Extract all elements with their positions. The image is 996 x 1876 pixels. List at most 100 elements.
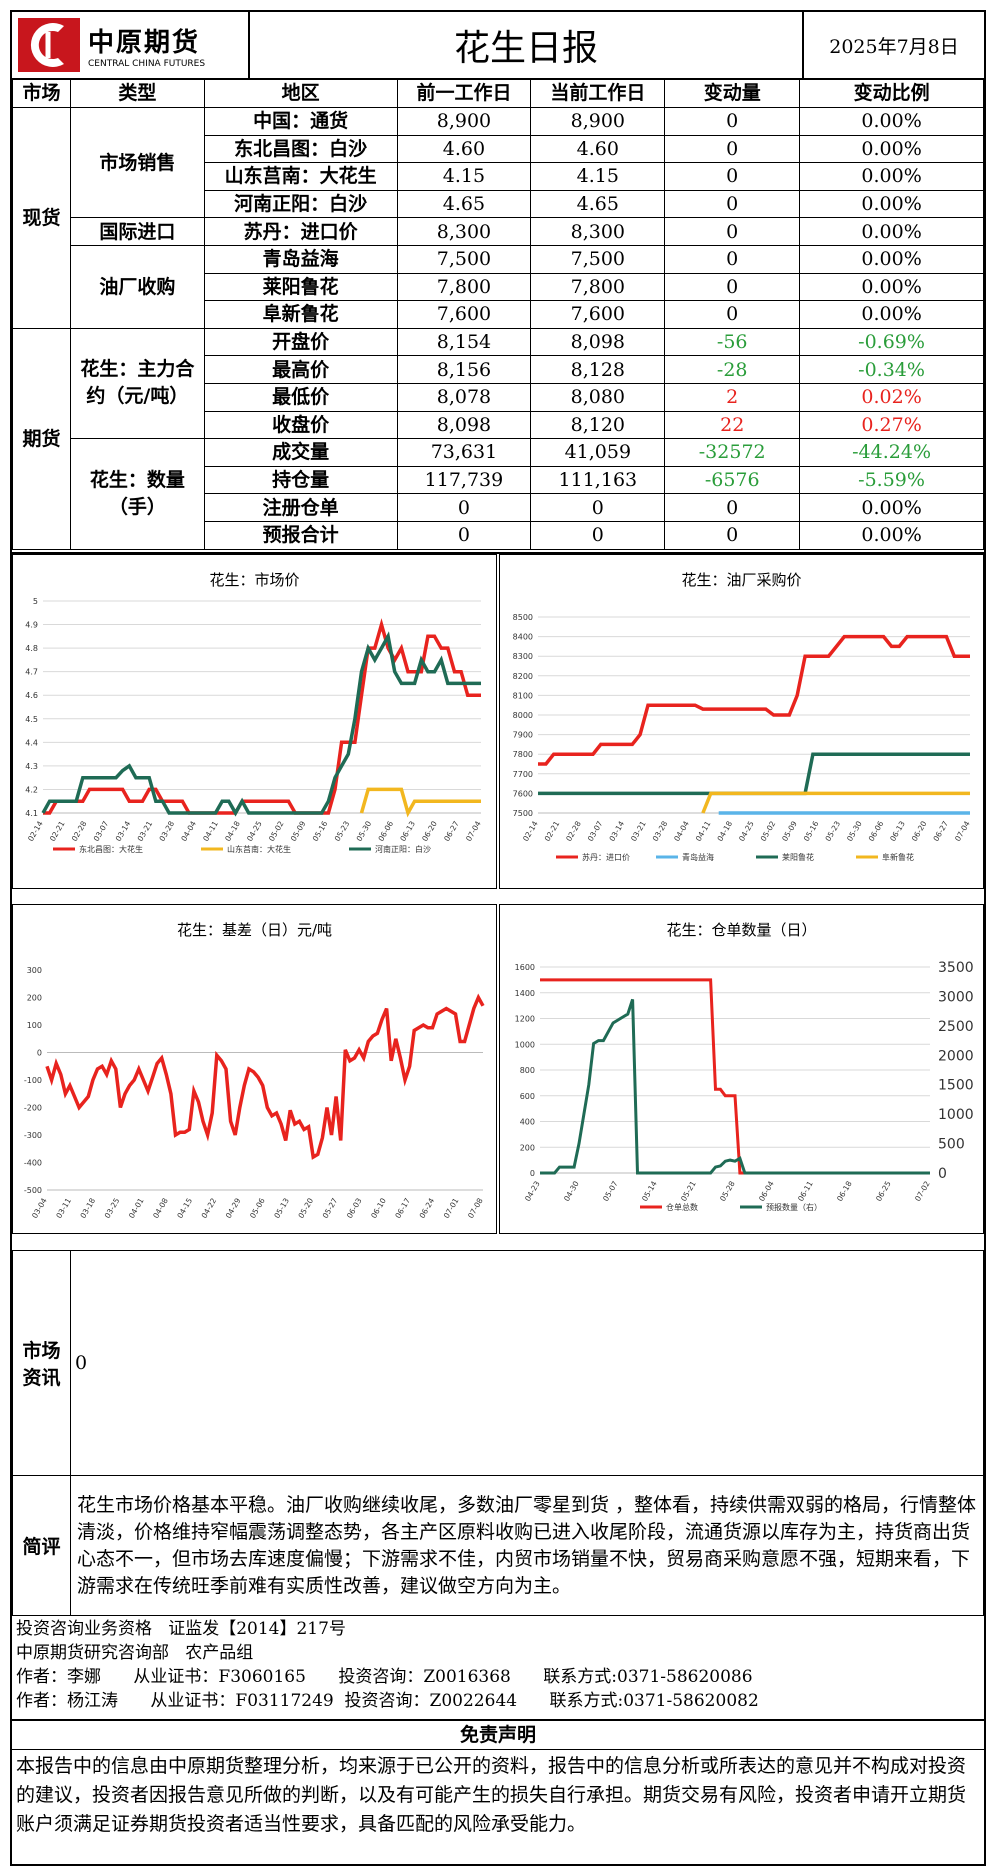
y-tick-label: 0 — [37, 1049, 42, 1058]
change-pct: 0.00% — [799, 244, 984, 274]
type-cell: 花生：数量（手） — [69, 438, 205, 550]
comment-label: 简评 — [12, 1475, 71, 1616]
prev-value: 8,098 — [396, 410, 532, 440]
y-tick-label: 7500 — [513, 809, 533, 818]
change-value: 0 — [664, 493, 801, 522]
y-tick-label: 0 — [530, 1169, 535, 1178]
x-tick-label: 05-30 — [845, 819, 864, 843]
x-tick-label: 06-03 — [345, 1196, 364, 1220]
y2-tick-label: 1500 — [938, 1078, 974, 1094]
x-tick-label: 05-23 — [333, 819, 352, 843]
y-tick-label: 8200 — [513, 672, 533, 681]
y2-tick-label: 1000 — [938, 1107, 974, 1123]
region-cell: 莱阳鲁花 — [203, 272, 398, 302]
table-row: 阜新鲁花 7,600 7,600 0 0.00% — [13, 300, 984, 329]
region-cell: 阜新鲁花 — [203, 300, 398, 329]
x-tick-label: 05-16 — [311, 819, 330, 843]
region-cell: 注册仓单 — [203, 493, 398, 522]
x-tick-label: 04-23 — [523, 1179, 542, 1203]
y-tick-label: -500 — [24, 1186, 42, 1195]
chart-market-price: 花生：市场价 4.1 4.2 4.3 4.4 4.5 4.6 4.7 4.8 4.9 5 02-14… — [12, 554, 497, 889]
x-tick-label: 06-13 — [398, 819, 417, 843]
change-pct: 0.00% — [799, 134, 984, 164]
change-pct: 0.00% — [799, 300, 984, 329]
prev-value: 8,900 — [396, 107, 532, 136]
change-value: 0 — [664, 107, 801, 136]
table-row: 最高价 8,156 8,128 -28 -0.34% — [13, 355, 984, 384]
prev-value: 7,800 — [396, 272, 532, 302]
x-tick-label: 05-02 — [267, 819, 286, 843]
change-value: 0 — [664, 520, 801, 550]
y-tick-label: 4.2 — [25, 785, 38, 794]
x-tick-label: 04-18 — [223, 819, 242, 843]
x-tick-label: 06-13 — [888, 819, 907, 843]
prev-value: 4.65 — [396, 189, 532, 219]
curr-value: 0 — [530, 520, 666, 550]
x-tick-label: 06-27 — [442, 819, 461, 843]
logo-en-text: CENTRAL CHINA FUTURES — [88, 58, 206, 69]
futures-label: 期货 — [12, 327, 71, 550]
x-tick-label: 04-08 — [151, 1196, 170, 1220]
type-cell: 油厂收购 — [69, 244, 205, 329]
series-line — [45, 993, 485, 1160]
change-value: 22 — [664, 410, 801, 440]
report-date: 2025年7月8日 — [829, 35, 959, 58]
x-tick-label: 06-18 — [835, 1179, 854, 1203]
col-header: 地区 — [203, 78, 398, 108]
col-header: 市场 — [12, 78, 71, 108]
region-cell: 山东莒南：大花生 — [203, 162, 398, 191]
region-cell: 最高价 — [203, 355, 398, 384]
x-tick-label: 05-23 — [823, 819, 842, 843]
y-tick-label: 100 — [27, 1021, 42, 1030]
x-tick-label: 05-07 — [601, 1179, 620, 1203]
y-tick-label: -100 — [24, 1076, 42, 1085]
table-row: 花生：数量（手） 成交量 73,631 41,059 -32572 -44.24% — [13, 438, 984, 550]
change-pct: -44.24% — [799, 438, 984, 467]
table-row: 现货 市场销售 中国：通货 8,900 8,900 0 0.00% — [12, 106, 984, 329]
x-tick-label: 04-04 — [672, 819, 691, 843]
legend-label: 莱阳鲁花 — [782, 852, 814, 862]
x-tick-label: 04-15 — [175, 1196, 194, 1220]
x-tick-label: 06-11 — [796, 1179, 815, 1203]
y-tick-label: 7900 — [513, 731, 533, 740]
region-cell: 东北昌图：白沙 — [203, 134, 398, 164]
x-tick-label: 02-28 — [70, 819, 89, 843]
prev-value: 4.15 — [396, 162, 532, 191]
x-tick-label: 04-29 — [224, 1196, 243, 1220]
change-pct: -5.59% — [799, 465, 984, 495]
x-tick-label: 07-08 — [466, 1196, 485, 1220]
prev-value: 8,156 — [396, 355, 532, 384]
x-tick-label: 05-20 — [296, 1196, 315, 1220]
series-line — [538, 634, 970, 766]
table-row: 油厂收购 青岛益海 7,500 7,500 0 0.00% — [13, 244, 984, 329]
company-logo: 中原期货 CENTRAL CHINA FUTURES — [12, 12, 248, 78]
legend-label: 东北昌图：大花生 — [79, 844, 143, 854]
region-cell: 持仓量 — [203, 465, 398, 495]
y-tick-label: 8000 — [513, 711, 533, 720]
chart-title: 花生：基差（日）元/吨 — [176, 921, 333, 939]
y-tick-label: 1400 — [515, 989, 535, 998]
x-tick-label: 07-01 — [442, 1196, 461, 1220]
y-tick-label: 8300 — [513, 652, 533, 661]
col-header: 变动比例 — [799, 78, 984, 108]
x-tick-label: 05-14 — [640, 1179, 659, 1203]
curr-value: 111,163 — [530, 465, 666, 495]
change-value: -32572 — [664, 438, 801, 467]
type-cell: 花生：主力合约（元/吨） — [69, 327, 205, 440]
y2-tick-label: 2500 — [938, 1019, 974, 1035]
change-value: 0 — [664, 272, 801, 302]
x-tick-label: 05-13 — [272, 1196, 291, 1220]
chart-svg: 7500 7600 7700 7800 7900 8000 8100 8200 8300 8400… — [513, 613, 972, 862]
curr-value: 8,300 — [530, 217, 666, 246]
y-tick-label: 200 — [520, 1143, 535, 1152]
table-header-row: 市场 类型 地区 前一工作日 当前工作日 变动量 变动比例 — [12, 78, 984, 108]
footer: 投资咨询业务资格 证监发【2014】217号 中原期货研究咨询部 农产品组 作者… — [12, 1617, 984, 1841]
disclaimer-title: 免责声明 — [12, 1719, 984, 1750]
curr-value: 8,098 — [530, 327, 666, 357]
series-line — [41, 631, 481, 817]
region-cell: 青岛益海 — [203, 244, 398, 274]
change-pct: 0.00% — [799, 272, 984, 302]
report-frame — [10, 10, 986, 1866]
change-pct: 0.00% — [799, 520, 984, 550]
series-line — [359, 787, 481, 818]
